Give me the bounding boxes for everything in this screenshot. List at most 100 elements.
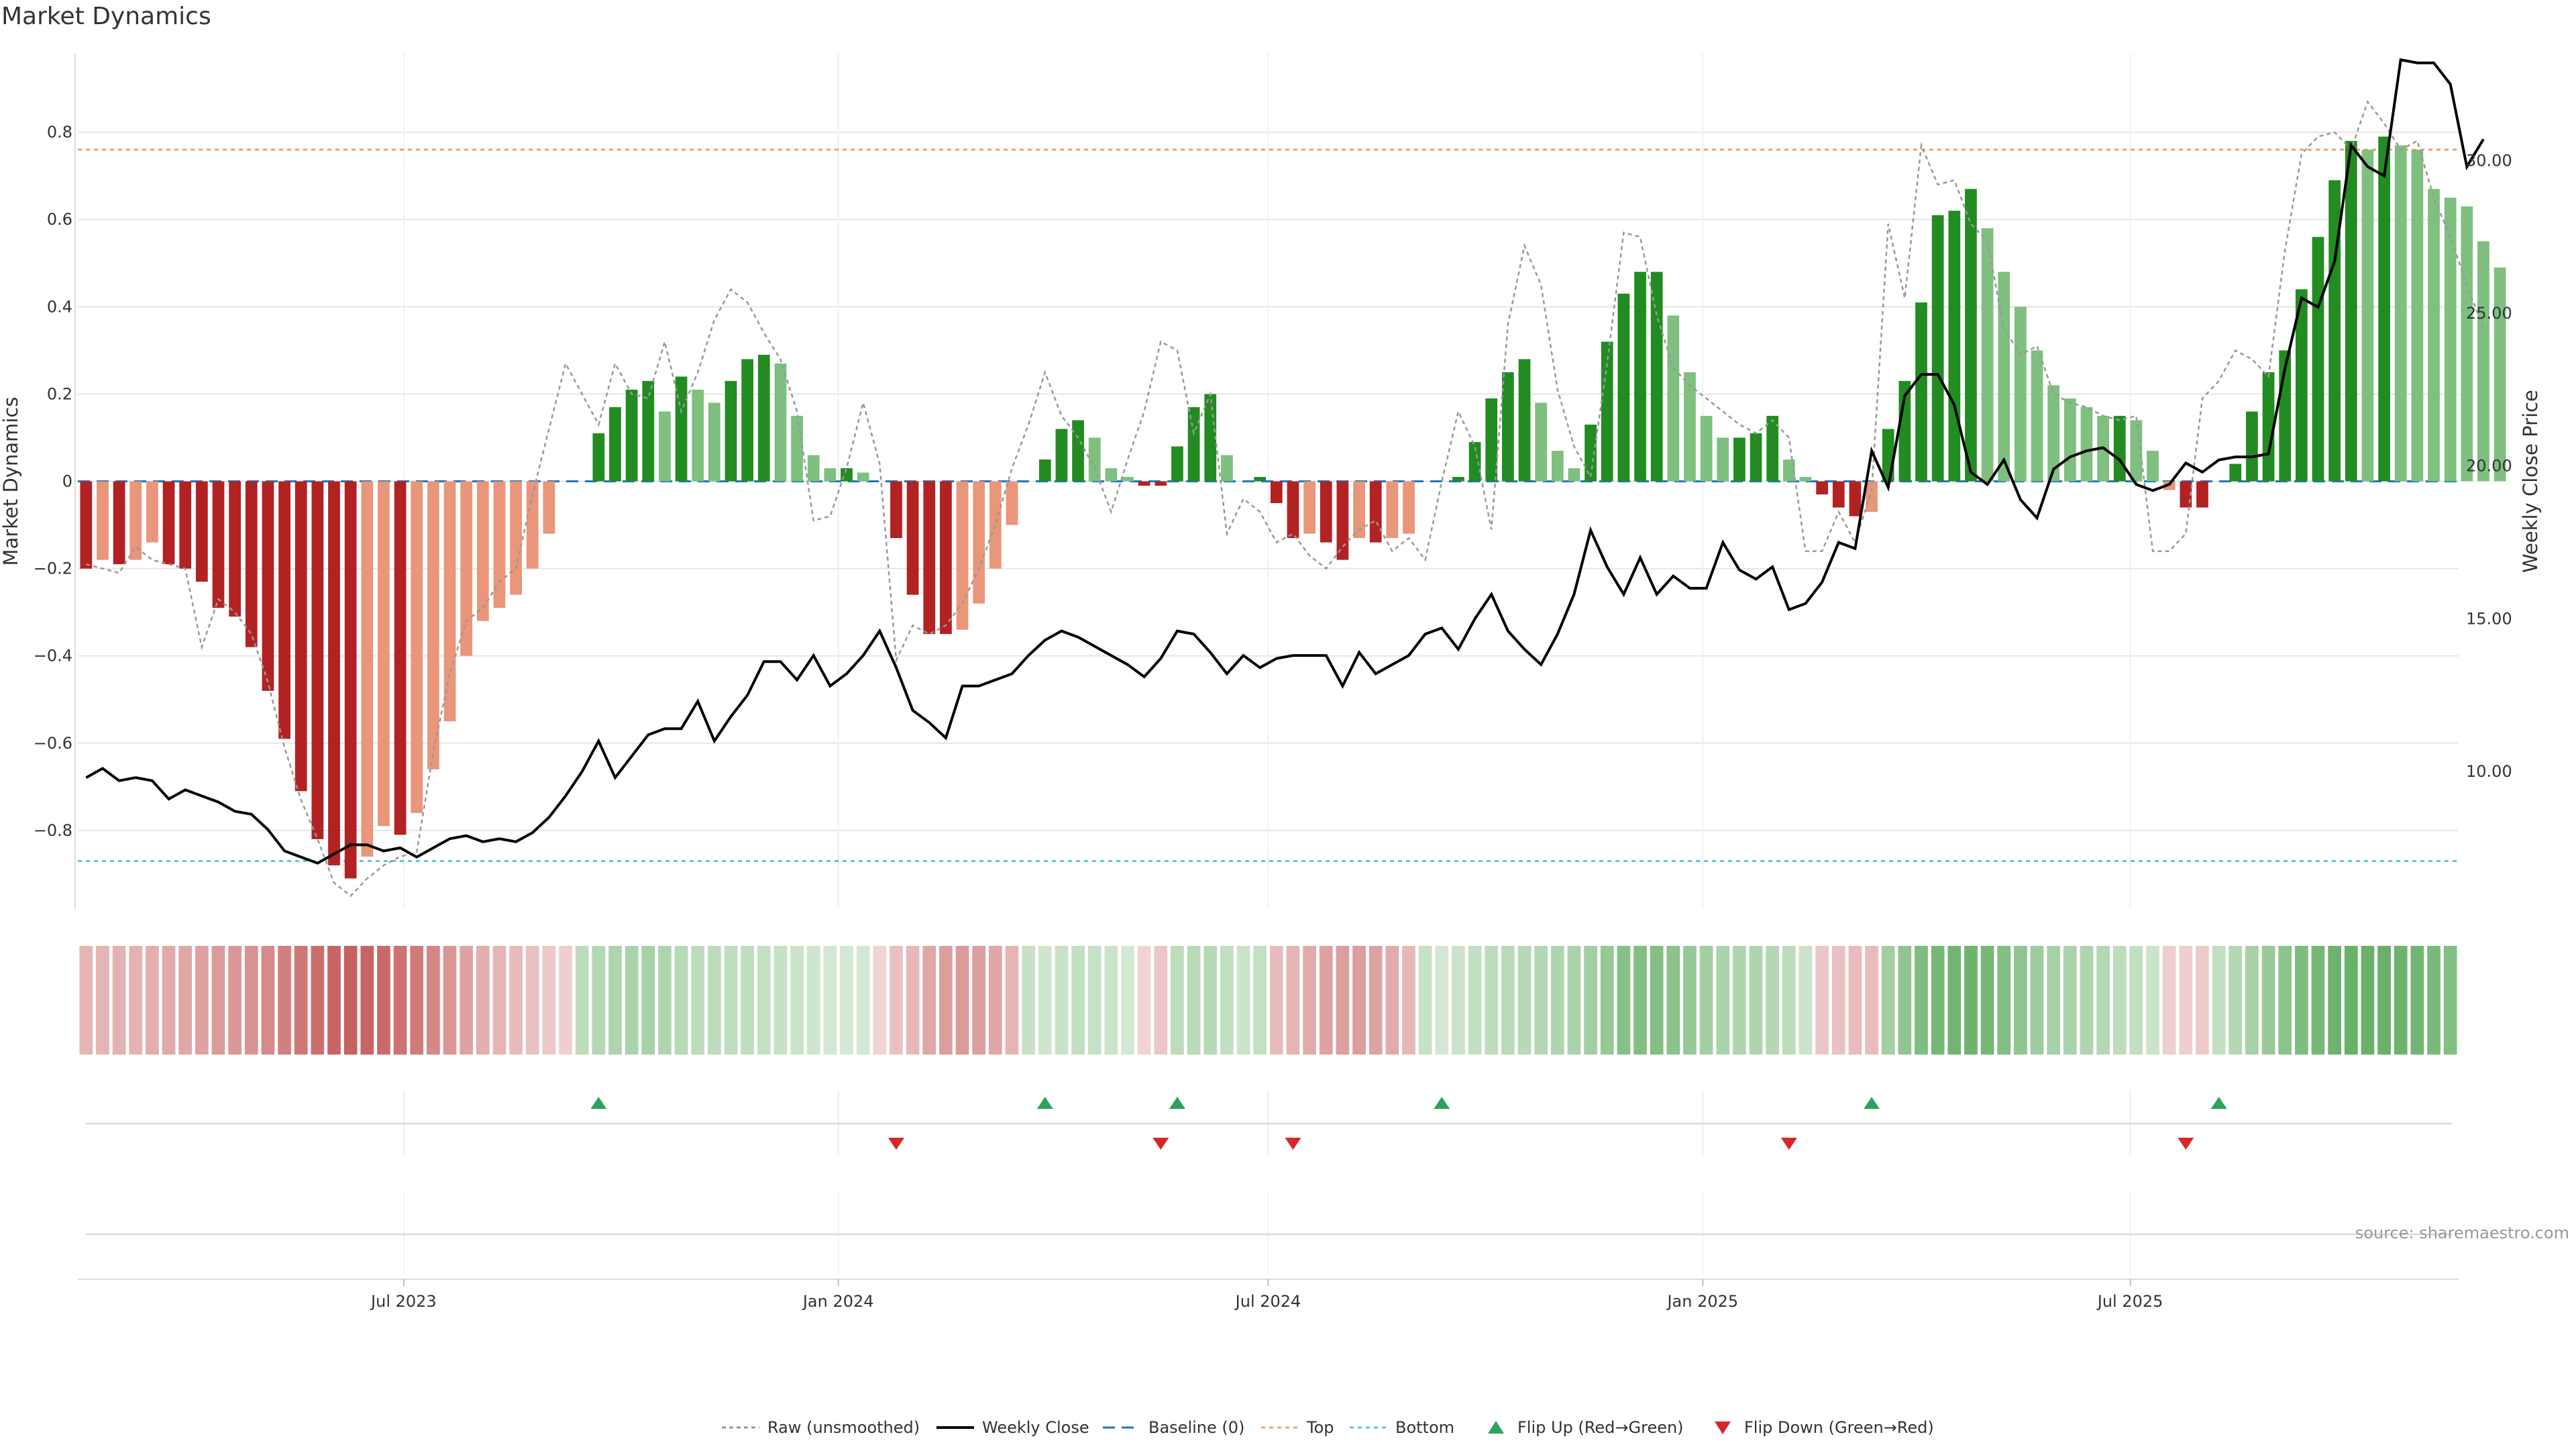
heat-cell <box>575 946 589 1055</box>
dynamics-bar <box>1585 424 1597 482</box>
heat-cell <box>492 946 506 1055</box>
dynamics-bar <box>2378 136 2390 482</box>
heat-cell <box>2146 946 2159 1055</box>
heat-cell <box>162 946 176 1055</box>
flip-down-marker <box>2178 1138 2194 1150</box>
dynamics-bar <box>294 481 307 792</box>
dynamics-bar <box>328 481 340 865</box>
dynamics-bar <box>1386 481 1399 539</box>
dynamics-bar <box>1320 481 1332 543</box>
heat-cell <box>525 946 539 1055</box>
dynamics-bar <box>1221 455 1233 482</box>
dynamics-bar <box>973 481 985 604</box>
dynamics-bar <box>278 481 290 739</box>
heat-cell <box>691 946 705 1055</box>
reference-lines <box>78 148 2459 862</box>
heat-cell <box>592 946 606 1055</box>
dynamics-bar <box>476 481 489 621</box>
axes: −0.8 −0.6 −0.4 −0.2 0 0.2 0.4 0.6 0.8 10.00 15.00 2… <box>0 54 2542 909</box>
dynamics-bar <box>956 481 969 630</box>
dynamics-bar <box>791 415 803 482</box>
heat-cell <box>608 946 622 1055</box>
heat-cell <box>2278 946 2292 1055</box>
y2-tick-label: 15.00 <box>2466 609 2512 628</box>
dynamics-bar <box>1204 394 1217 482</box>
heat-cell <box>2427 946 2440 1055</box>
dynamics-bar <box>1634 272 1646 482</box>
heat-cell <box>757 946 771 1055</box>
dynamics-bar <box>2147 450 2159 482</box>
heat-cell <box>476 946 490 1055</box>
y-tick-label: 0.4 <box>47 297 72 316</box>
dynamics-bar <box>659 411 671 482</box>
heat-cell <box>1022 946 1035 1055</box>
dynamics-bar <box>1254 476 1267 482</box>
dynamics-bar <box>1832 481 1845 508</box>
dynamics-bar <box>2394 145 2407 482</box>
heat-cell <box>2410 946 2424 1055</box>
heat-cell <box>1881 946 1895 1055</box>
y-tick-label: 0.2 <box>47 384 72 403</box>
heat-cell <box>1666 946 1680 1055</box>
dynamics-bar <box>1501 372 1514 482</box>
y2-tick-label: 25.00 <box>2466 304 2512 323</box>
heat-cell <box>278 946 291 1055</box>
heat-cell <box>1269 946 1283 1055</box>
heat-cell <box>112 946 126 1055</box>
y-tick-label: −0.2 <box>34 559 72 578</box>
dynamics-bar <box>97 481 109 560</box>
dynamics-bar <box>1948 211 1961 482</box>
heat-cell <box>443 946 457 1055</box>
heat-cell <box>2063 946 2077 1055</box>
dynamics-bar <box>774 363 787 482</box>
heat-cell <box>1980 946 1994 1055</box>
heat-cell <box>939 946 953 1055</box>
heat-cell <box>1253 946 1267 1055</box>
heat-cell <box>377 946 390 1055</box>
y-tick-label: −0.6 <box>34 734 72 753</box>
dynamics-bar <box>642 380 655 482</box>
dynamics-bar <box>1866 481 1878 513</box>
heat-cell <box>1087 946 1102 1055</box>
heat-cell <box>724 946 738 1055</box>
dynamics-bar <box>2411 150 2424 482</box>
dynamics-bar <box>625 389 638 482</box>
y-tick-label: 0 <box>62 472 72 491</box>
weekly-close-series <box>85 58 2485 865</box>
heat-cell <box>890 946 903 1055</box>
flip-down-marker <box>1780 1138 1797 1150</box>
dynamics-bar <box>1568 468 1580 482</box>
heat-cell <box>2196 946 2209 1055</box>
heat-cell <box>2212 946 2226 1055</box>
y-tick-label: −0.4 <box>34 647 72 665</box>
dynamics-bar <box>460 481 473 656</box>
flip-up-marker <box>1434 1097 1450 1109</box>
flip-up-marker <box>1036 1097 1053 1109</box>
heat-cell <box>2096 946 2110 1055</box>
heat-cell <box>1683 946 1697 1055</box>
heat-cell <box>1567 946 1581 1055</box>
dynamics-bar <box>179 481 192 569</box>
dynamics-bar <box>1998 272 2010 482</box>
heat-cell <box>708 946 721 1055</box>
heat-cell <box>1352 946 1366 1055</box>
heat-cell <box>1831 946 1845 1055</box>
heat-cell <box>2080 946 2094 1055</box>
dynamics-bar <box>2295 289 2308 482</box>
dynamics-bar <box>2428 189 2440 482</box>
heat-cell <box>195 946 209 1055</box>
dynamics-bar <box>2031 350 2043 482</box>
dynamics-bar <box>1485 398 1498 482</box>
dynamics-bar <box>2229 464 2242 482</box>
dynamics-bar <box>2047 385 2060 482</box>
heat-cell <box>1402 946 1415 1055</box>
heat-cell <box>96 946 109 1055</box>
heat-cell <box>1435 946 1449 1055</box>
dynamics-bar <box>129 481 142 560</box>
y-tick-label: −0.8 <box>34 821 72 840</box>
dynamics-bar <box>394 481 407 835</box>
heat-cell <box>1501 946 1515 1055</box>
heat-cell <box>972 946 986 1055</box>
heat-cell <box>1187 946 1201 1055</box>
heat-cell <box>410 946 424 1055</box>
